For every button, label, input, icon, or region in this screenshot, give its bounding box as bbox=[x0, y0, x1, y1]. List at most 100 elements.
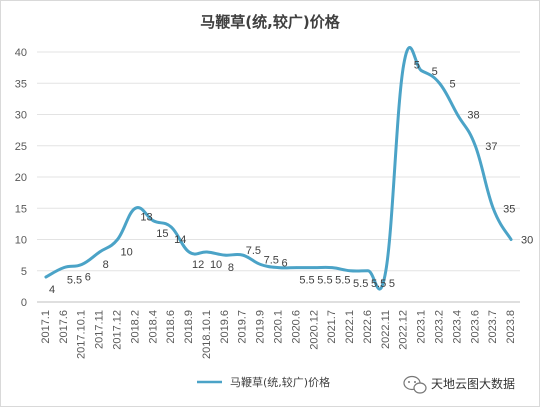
x-tick-label: 2022.6 bbox=[362, 310, 374, 344]
data-label: 7.5 bbox=[264, 255, 279, 267]
data-point bbox=[80, 263, 83, 266]
data-label: 12 bbox=[192, 259, 204, 271]
data-label: 5 bbox=[389, 278, 395, 290]
legend: 马鞭草(统,较广)价格 bbox=[197, 375, 330, 389]
x-tick-label: 2018.4 bbox=[147, 310, 159, 344]
gridlines bbox=[37, 51, 520, 303]
data-point bbox=[474, 144, 477, 147]
data-point bbox=[313, 266, 316, 269]
x-axis: 2017.1 2017.6 2017.10.1 2017.11 2017.12 2018.… bbox=[40, 310, 517, 359]
series-line bbox=[44, 46, 513, 291]
data-point bbox=[277, 266, 280, 269]
data-point bbox=[134, 207, 137, 210]
data-label: 8 bbox=[228, 262, 234, 274]
data-label: 5 bbox=[432, 66, 438, 78]
data-point bbox=[62, 266, 66, 269]
x-tick-label: 2021.7 bbox=[326, 310, 338, 344]
data-label: 38 bbox=[467, 110, 479, 122]
data-label: 30 bbox=[521, 235, 533, 247]
x-tick-label: 2019.7 bbox=[237, 310, 249, 344]
data-label: 6 bbox=[85, 272, 91, 284]
x-tick-label: 2023.7 bbox=[487, 310, 499, 344]
series-group bbox=[44, 46, 513, 291]
watermark: 天地云图大数据 bbox=[403, 375, 515, 394]
y-tick-label: 0 bbox=[21, 297, 27, 309]
data-point bbox=[187, 250, 191, 254]
x-tick-label: 2018.2 bbox=[129, 310, 141, 344]
data-label: 7.5 bbox=[246, 245, 261, 257]
data-label: 37 bbox=[485, 141, 497, 153]
data-label: 10 bbox=[210, 259, 222, 271]
y-axis: 0 5 10 15 20 25 30 35 40 bbox=[15, 47, 27, 309]
data-point bbox=[509, 238, 513, 241]
data-point bbox=[152, 219, 155, 222]
x-tick-label: 2020.12 bbox=[308, 310, 320, 350]
data-point bbox=[44, 275, 48, 279]
x-tick-label: 2017.10.1 bbox=[76, 310, 88, 359]
x-tick-label: 2020.6 bbox=[290, 310, 302, 344]
data-point bbox=[456, 113, 459, 116]
data-point bbox=[295, 266, 298, 269]
data-label: 5 bbox=[450, 78, 456, 90]
y-tick-label: 15 bbox=[15, 203, 27, 215]
data-point bbox=[420, 69, 423, 72]
data-point bbox=[384, 269, 388, 272]
data-label: 35 bbox=[503, 203, 515, 215]
data-label: 5.5 bbox=[317, 275, 332, 287]
data-point bbox=[402, 63, 405, 66]
data-point bbox=[116, 238, 119, 241]
x-tick-label: 2022.11 bbox=[380, 310, 392, 349]
data-point bbox=[438, 82, 441, 85]
x-tick-label: 2022.12 bbox=[398, 310, 410, 350]
x-tick-label: 2020.1 bbox=[273, 310, 285, 344]
y-tick-label: 25 bbox=[15, 141, 27, 153]
data-label: 10 bbox=[121, 247, 133, 259]
data-point bbox=[98, 250, 101, 254]
data-label: 14 bbox=[174, 234, 186, 246]
data-label: 5.5 bbox=[335, 275, 350, 287]
data-point bbox=[348, 269, 352, 272]
x-tick-label: 2019.6 bbox=[219, 310, 231, 344]
watermark-text: 天地云图大数据 bbox=[431, 376, 515, 391]
data-label: 4 bbox=[49, 284, 55, 296]
y-tick-label: 5 bbox=[21, 266, 27, 278]
data-label: 5 bbox=[414, 60, 420, 72]
data-point bbox=[205, 250, 209, 254]
chart-title: 马鞭草(统,较广)价格 bbox=[200, 13, 340, 31]
data-point bbox=[169, 225, 173, 229]
x-tick-label: 2023.6 bbox=[469, 310, 481, 344]
x-tick-label: 2018.9 bbox=[183, 310, 195, 344]
data-point bbox=[330, 266, 334, 269]
data-point bbox=[366, 269, 370, 272]
data-label: 25 bbox=[539, 0, 540, 3]
data-label: 8 bbox=[103, 259, 109, 271]
data-label: 5.5 bbox=[67, 275, 82, 287]
data-label: 15 bbox=[156, 228, 168, 240]
legend-label: 马鞭草(统,较广)价格 bbox=[230, 375, 330, 389]
x-tick-label: 2017.12 bbox=[112, 310, 124, 350]
data-point bbox=[259, 263, 262, 266]
y-tick-label: 40 bbox=[15, 47, 27, 59]
x-tick-label: 2022.1 bbox=[344, 310, 356, 344]
x-tick-label: 2018.6 bbox=[165, 310, 177, 344]
data-label: 6 bbox=[282, 258, 288, 270]
data-label: 5.5 bbox=[371, 278, 386, 290]
x-tick-label: 2017.6 bbox=[58, 310, 70, 344]
x-tick-label: 2023.2 bbox=[434, 310, 446, 344]
data-label: 5.5 bbox=[353, 278, 368, 290]
data-point bbox=[223, 253, 227, 257]
data-point bbox=[491, 207, 495, 210]
wechat-icon bbox=[403, 375, 427, 394]
x-tick-label: 2018.10.1 bbox=[201, 310, 213, 359]
y-tick-label: 10 bbox=[15, 235, 27, 247]
x-tick-label: 2019.9 bbox=[255, 310, 267, 344]
y-tick-label: 35 bbox=[15, 78, 27, 90]
x-tick-label: 2023.4 bbox=[451, 310, 463, 344]
y-tick-label: 20 bbox=[15, 172, 27, 184]
x-tick-label: 2017.1 bbox=[40, 310, 52, 344]
x-tick-label: 2017.11 bbox=[94, 310, 106, 349]
data-point bbox=[241, 253, 244, 257]
data-label: 5.5 bbox=[299, 275, 314, 287]
